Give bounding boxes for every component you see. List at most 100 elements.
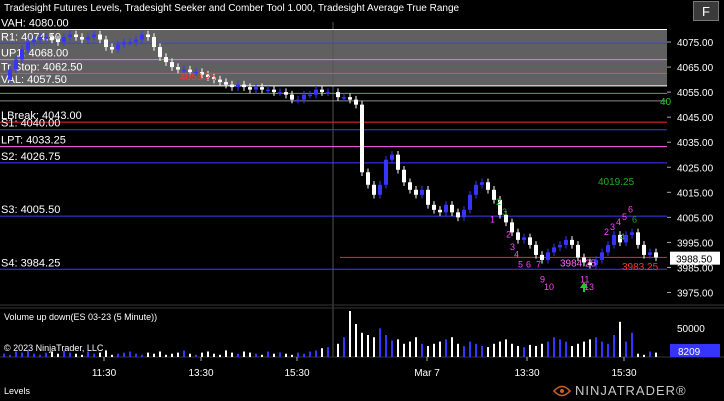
current-price-label: 3988.50 (676, 255, 713, 266)
candle-body (8, 69, 12, 80)
volume-bar (523, 347, 525, 357)
volume-bar (249, 352, 251, 357)
volume-bar (643, 354, 645, 357)
candle-body (396, 154, 400, 170)
volume-bar (499, 341, 501, 357)
volume-bar (607, 343, 609, 357)
candle-body (200, 72, 204, 75)
time-tick-label: 11:30 (92, 368, 117, 379)
candle-body (576, 244, 580, 258)
volume-bar (343, 337, 345, 357)
volume-bar (553, 337, 555, 357)
volume-bar (225, 350, 227, 357)
volume-bar (261, 354, 263, 357)
candle-body (320, 89, 324, 93)
volume-bar (577, 343, 579, 357)
candle-body (116, 44, 120, 50)
signal-number: 5 (622, 212, 627, 222)
volume-bar (403, 343, 405, 357)
candle-body (218, 79, 222, 83)
volume-bar (355, 324, 357, 357)
price-tick-label: 4075.00 (677, 38, 714, 49)
volume-bar (297, 352, 299, 357)
price-axis[interactable]: 4075.00 4065.00 4055.00 4045.00 4035.00 4025.… (667, 38, 720, 299)
signal-number: 6 (628, 204, 633, 214)
candle-body (570, 239, 574, 245)
volume-bar (487, 347, 489, 357)
candle-body (110, 47, 114, 50)
candle-body (326, 92, 330, 94)
levels-tab[interactable]: Levels (4, 386, 31, 396)
price-tick-label: 3975.00 (677, 288, 714, 299)
logo-text: NINJATRADER® (575, 383, 687, 398)
candle-body (314, 89, 318, 95)
candle-body (582, 257, 586, 263)
volume-bar (445, 339, 447, 357)
buy-arrow-icon (580, 282, 588, 292)
ninjatrader-logo: NINJATRADER® (553, 383, 687, 398)
volume-bar (81, 354, 83, 357)
price-candles (8, 30, 658, 269)
volume-bar (619, 321, 621, 357)
price-tick-label: 3995.00 (677, 238, 714, 249)
volume-bar (655, 352, 657, 357)
volume-axis-label: 50000 (677, 324, 705, 335)
volume-bar (279, 352, 281, 357)
volume-bar (189, 353, 191, 357)
volume-bar (123, 352, 125, 357)
candle-body (194, 72, 198, 74)
level-label: S4: 3984.25 (1, 257, 60, 269)
time-axis[interactable]: 11:30 13:30 15:30 Mar 7 13:30 15:30 (92, 357, 637, 379)
candle-body (366, 172, 370, 185)
volume-bar (391, 340, 393, 357)
candle-body (630, 232, 634, 235)
volume-bar (547, 341, 549, 357)
level-label: S1: 4040.00 (1, 118, 60, 130)
candle-body (444, 204, 448, 213)
price-tick-label: 4055.00 (677, 88, 714, 99)
current-volume-label: 8209 (678, 347, 701, 358)
candle-body (260, 87, 264, 90)
candle-body (212, 77, 216, 80)
current-volume-box (670, 344, 720, 357)
candle-body (242, 84, 246, 88)
volume-bar (69, 352, 71, 357)
volume-bar (595, 337, 597, 357)
price-tick-label: 4025.00 (677, 163, 714, 174)
candle-body (206, 74, 210, 78)
candle-body (516, 232, 520, 240)
copyright-text: © 2023 NinjaTrader, LLC (4, 343, 104, 353)
candle-body (606, 244, 610, 253)
time-tick-label: 13:30 (514, 368, 539, 379)
volume-bar (165, 354, 167, 357)
candle-body (480, 182, 484, 185)
volume-bar (291, 354, 293, 357)
candle-body (342, 97, 346, 99)
volume-bar (99, 352, 101, 357)
candle-body (624, 234, 628, 243)
volume-bar (213, 353, 215, 357)
signal-number: 3 (610, 222, 615, 232)
candle-body (360, 104, 364, 173)
ninjatrader-logo-icon (553, 385, 571, 396)
volume-bar (171, 353, 173, 357)
price-tick-label: 4035.00 (677, 138, 714, 149)
candle-body (336, 92, 340, 98)
volume-bar (9, 354, 11, 357)
chart-toolbar-button[interactable]: F (693, 1, 719, 21)
current-price-box (670, 251, 720, 265)
candle-body (20, 49, 24, 60)
candle-body (224, 82, 228, 85)
candle-body (62, 37, 66, 43)
time-tick-label: 13:30 (188, 368, 213, 379)
time-tick-label: 15:30 (284, 368, 309, 379)
signal-number: 6 (526, 259, 531, 269)
candle-body (164, 57, 168, 63)
candle-body (92, 34, 96, 38)
volume-bar (517, 346, 519, 357)
volume-bar (583, 341, 585, 357)
volume-bar (481, 346, 483, 357)
price-annotation: 40 (660, 97, 672, 108)
